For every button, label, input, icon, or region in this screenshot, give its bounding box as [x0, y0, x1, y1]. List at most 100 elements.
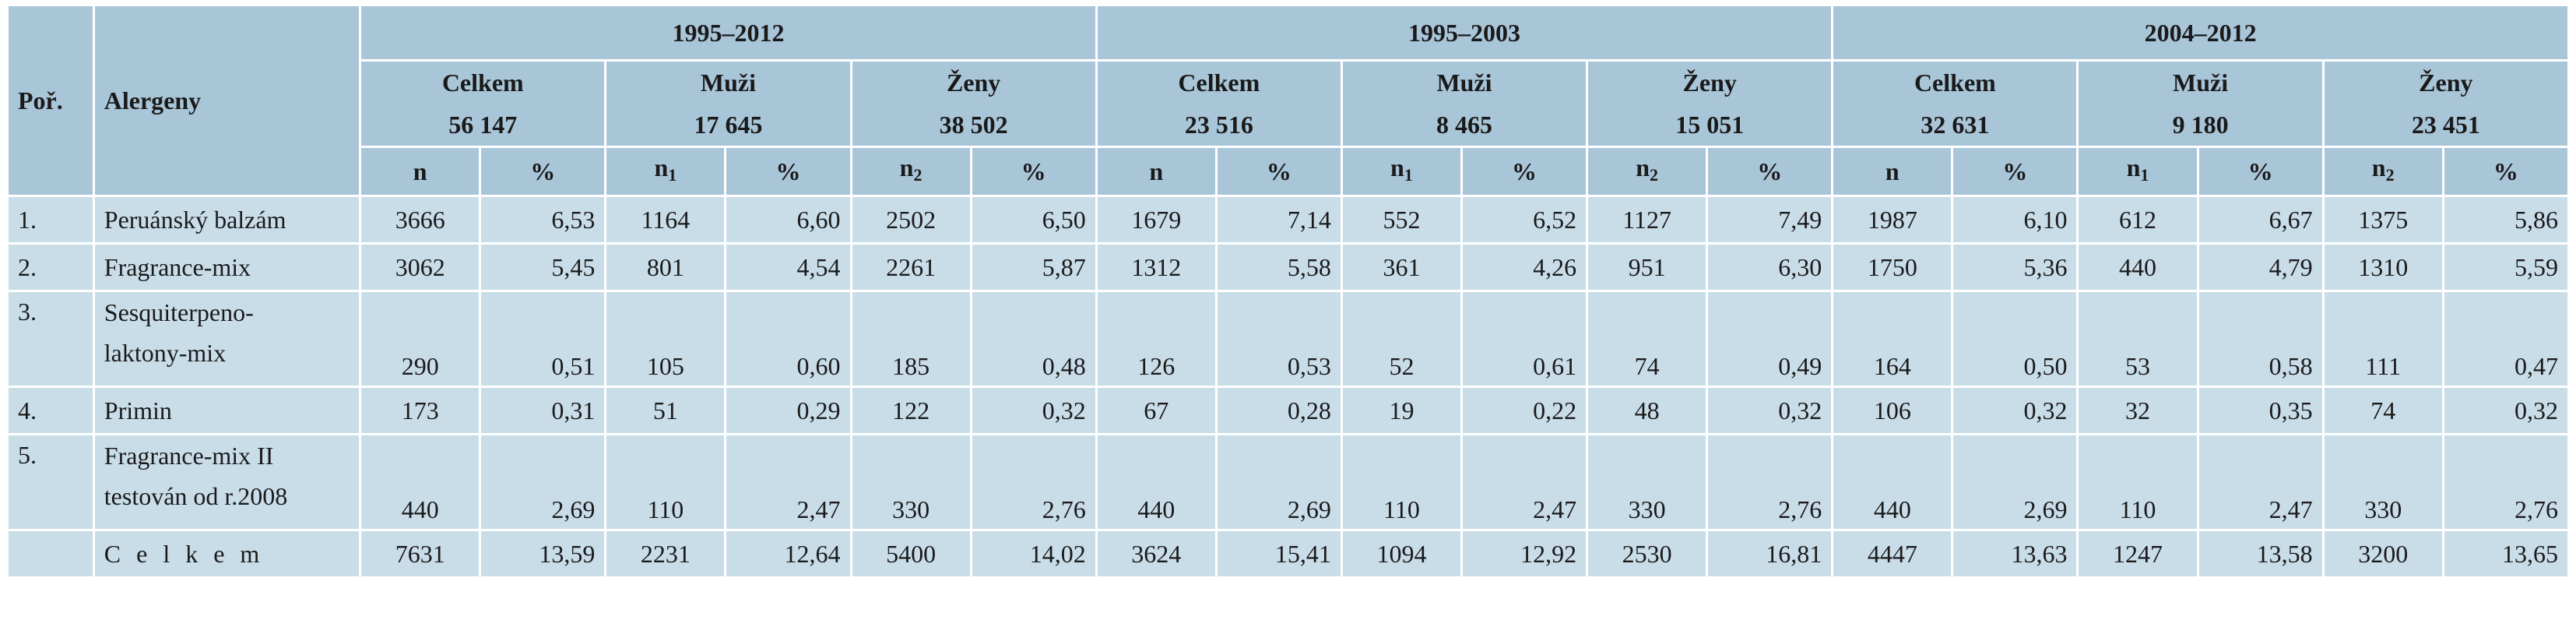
row-index: 4. — [6, 386, 95, 435]
group-name: Ženy — [946, 69, 1001, 97]
period-header: 1995–2012 — [359, 4, 1098, 62]
cell-percent: 6,50 — [969, 195, 1098, 245]
cell-percent: 2,69 — [1951, 433, 2079, 531]
group-count: 8 465 — [1436, 111, 1492, 139]
row-allergen: Primin — [92, 386, 362, 435]
cell-count: 74 — [2321, 386, 2444, 435]
group-name: Muži — [700, 69, 756, 97]
cell-count: 3200 — [2321, 529, 2444, 579]
subheader-index: 2 — [1650, 165, 1659, 185]
group-name: Ženy — [2419, 69, 2473, 97]
cell-percent: 2,47 — [2196, 433, 2325, 531]
table-row: 3. Sesquiterpeno-laktony-mix 290 0,51 105 0,6… — [6, 290, 2571, 388]
cell-percent: 7,14 — [1214, 195, 1343, 245]
row-allergen: Peruánský balzám — [92, 195, 362, 245]
cell-count: 185 — [849, 290, 972, 388]
cell-percent: 12,64 — [724, 529, 852, 579]
cell-count: 440 — [2076, 242, 2199, 292]
group-name: Celkem — [441, 69, 524, 97]
cell-percent: 0,48 — [969, 290, 1098, 388]
cell-count: 2502 — [849, 195, 972, 245]
group-header: Celkem 32 631 — [1831, 59, 2079, 148]
cell-percent: 6,10 — [1951, 195, 2079, 245]
period-header: 1995–2003 — [1095, 4, 1834, 62]
subheader-n2: n2 — [2321, 146, 2444, 197]
group-header: Muži 17 645 — [604, 59, 852, 148]
table-row: C e l k e m 7631 13,59 2231 12,64 5400 14,02 36… — [6, 529, 2571, 579]
subheader-percent: % — [724, 146, 852, 197]
table-row: 5. Fragrance-mix II testován od r.2008 440 2… — [6, 433, 2571, 531]
cell-count: 48 — [1586, 386, 1709, 435]
row-index — [6, 529, 95, 579]
cell-count: 1375 — [2321, 195, 2444, 245]
group-header: Muži 8 465 — [1340, 59, 1589, 148]
cell-percent: 4,26 — [1460, 242, 1589, 292]
allergen-table: Poř. Alergeny 1995–2012 1995–2003 2004–2012 C… — [6, 4, 2571, 579]
cell-percent: 0,32 — [1951, 386, 2079, 435]
header-row-groups: Celkem 56 147 Muži 17 645 Ženy 38 502 Celkem 23… — [8, 59, 2571, 148]
cell-count: 3666 — [359, 195, 482, 245]
cell-count: 110 — [1340, 433, 1463, 531]
subheader-percent: % — [1214, 146, 1343, 197]
group-name: Muži — [1436, 69, 1492, 97]
cell-count: 1987 — [1831, 195, 1954, 245]
subheader-n2: n2 — [1586, 146, 1709, 197]
cell-percent: 5,59 — [2441, 242, 2571, 292]
subheader-n: n — [1095, 146, 1218, 197]
subheader-percent: % — [969, 146, 1098, 197]
cell-percent: 6,53 — [479, 195, 607, 245]
cell-percent: 2,47 — [724, 433, 852, 531]
cell-percent: 0,50 — [1951, 290, 2079, 388]
cell-count: 4447 — [1831, 529, 1954, 579]
cell-count: 290 — [359, 290, 482, 388]
cell-percent: 6,67 — [2196, 195, 2325, 245]
cell-count: 1127 — [1586, 195, 1709, 245]
group-header: Ženy 23 451 — [2321, 59, 2571, 148]
period-header: 2004–2012 — [1831, 4, 2570, 62]
cell-count: 105 — [604, 290, 727, 388]
cell-percent: 2,47 — [1460, 433, 1589, 531]
header-row-sub: n% n1% n2% n% n1% n2% n% n1% n2% — [8, 146, 2571, 197]
cell-percent: 0,32 — [1706, 386, 1834, 435]
cell-count: 801 — [604, 242, 727, 292]
subheader-percent: % — [2196, 146, 2325, 197]
cell-percent: 4,54 — [724, 242, 852, 292]
subheader-index: 1 — [2140, 165, 2149, 185]
cell-percent: 6,52 — [1460, 195, 1589, 245]
cell-count: 1750 — [1831, 242, 1954, 292]
cell-count: 552 — [1340, 195, 1463, 245]
subheader-letter: n — [1636, 153, 1650, 181]
allergen-line: testován od r.2008 — [104, 482, 288, 510]
cell-count: 361 — [1340, 242, 1463, 292]
row-allergen: Sesquiterpeno-laktony-mix — [92, 290, 362, 388]
column-header-por: Poř. — [6, 4, 95, 197]
table-figure: Poř. Alergeny 1995–2012 1995–2003 2004–2012 C… — [0, 4, 2576, 627]
cell-count: 111 — [2321, 290, 2444, 388]
group-header: Ženy 15 051 — [1586, 59, 1834, 148]
cell-count: 330 — [849, 433, 972, 531]
cell-percent: 2,76 — [2441, 433, 2571, 531]
subheader-letter: n — [1390, 153, 1404, 181]
cell-percent: 13,65 — [2441, 529, 2571, 579]
cell-percent: 2,69 — [479, 433, 607, 531]
cell-count: 1310 — [2321, 242, 2444, 292]
row-index: 3. — [6, 290, 95, 388]
row-allergen: C e l k e m — [92, 529, 362, 579]
cell-percent: 0,35 — [2196, 386, 2325, 435]
cell-percent: 0,61 — [1460, 290, 1589, 388]
group-name: Celkem — [1178, 69, 1260, 97]
cell-count: 612 — [2076, 195, 2199, 245]
cell-percent: 0,47 — [2441, 290, 2571, 388]
group-count: 9 180 — [2172, 111, 2229, 139]
cell-percent: 5,87 — [969, 242, 1098, 292]
group-name: Celkem — [1914, 69, 1996, 97]
group-count: 32 631 — [1921, 111, 1990, 139]
group-count: 17 645 — [694, 111, 763, 139]
cell-count: 7631 — [359, 529, 482, 579]
cell-percent: 0,60 — [724, 290, 852, 388]
group-count: 23 516 — [1184, 111, 1253, 139]
cell-percent: 0,32 — [2441, 386, 2571, 435]
row-allergen: Fragrance-mix II testován od r.2008 — [92, 433, 362, 531]
cell-count: 3062 — [359, 242, 482, 292]
cell-percent: 13,58 — [2196, 529, 2325, 579]
